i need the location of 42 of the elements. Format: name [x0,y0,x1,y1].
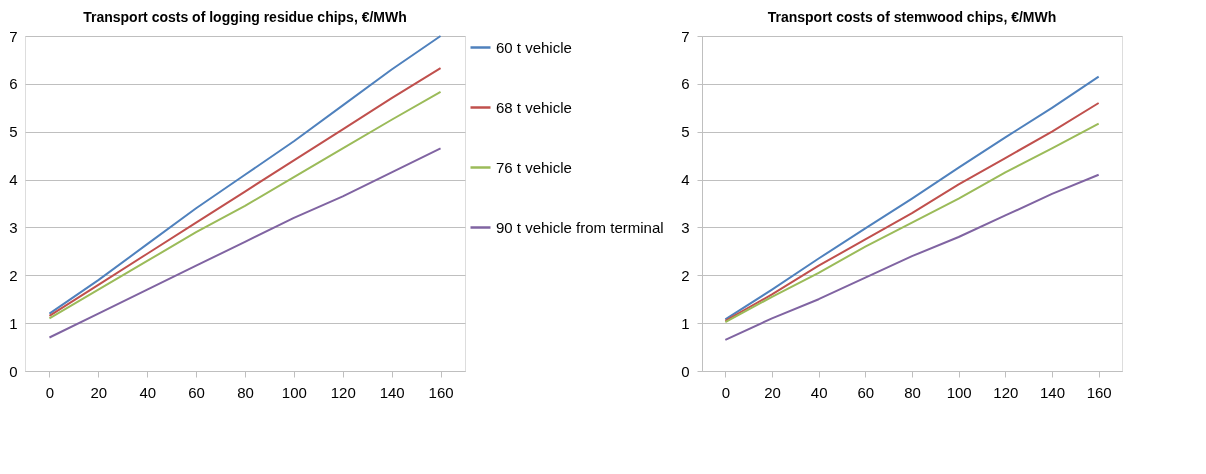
x-tick-label: 60 [857,383,875,401]
line-series [724,173,1100,341]
legend-label: 60 t vehicle [496,38,572,56]
chart-title: Transport costs of stemwood chips, €/MWh [767,9,1057,25]
x-tick-label: 40 [139,383,157,401]
y-tick-label: 2 [9,266,18,284]
x-tick-label: 40 [810,383,828,401]
x-tick-label: 20 [90,383,108,401]
x-tick-label: 140 [1039,383,1066,401]
y-tick-label: 5 [681,123,690,141]
y-tick-label: 2 [681,266,690,284]
legend-label: 76 t vehicle [496,158,572,176]
y-tick-label: 7 [681,27,690,45]
x-tick-label: 0 [45,383,55,401]
y-tick-label: 0 [681,362,690,380]
y-tick-label: 3 [681,218,690,236]
legend-label: 90 t vehicle from terminal [496,218,664,236]
y-tick-label: 7 [9,27,18,45]
x-tick-label: 0 [721,383,731,401]
y-tick-label: 3 [9,218,18,236]
y-tick-label: 5 [9,123,18,141]
x-tick-label: 20 [764,383,781,401]
chart-title: Transport costs of logging residue chips, €/MWh [83,9,407,25]
x-tick-label: 120 [330,383,356,401]
y-tick-label: 6 [681,75,690,93]
x-tick-label: 100 [281,383,307,401]
x-tick-label: 160 [428,383,454,401]
y-tick-label: 0 [9,362,18,380]
legend-label: 68 t vehicle [496,98,572,116]
x-tick-label: 120 [993,383,1019,401]
y-tick-label: 6 [9,75,18,93]
y-tick-label: 4 [9,171,18,189]
x-tick-label: 100 [946,383,972,401]
x-tick-label: 160 [1086,383,1112,401]
x-tick-label: 80 [237,383,254,401]
y-tick-label: 4 [681,171,690,189]
x-tick-label: 60 [188,383,205,401]
x-tick-label: 80 [904,383,921,401]
line-series [48,147,442,339]
x-tick-label: 140 [379,383,405,401]
y-tick-label: 1 [9,314,18,332]
y-tick-label: 1 [681,314,690,332]
